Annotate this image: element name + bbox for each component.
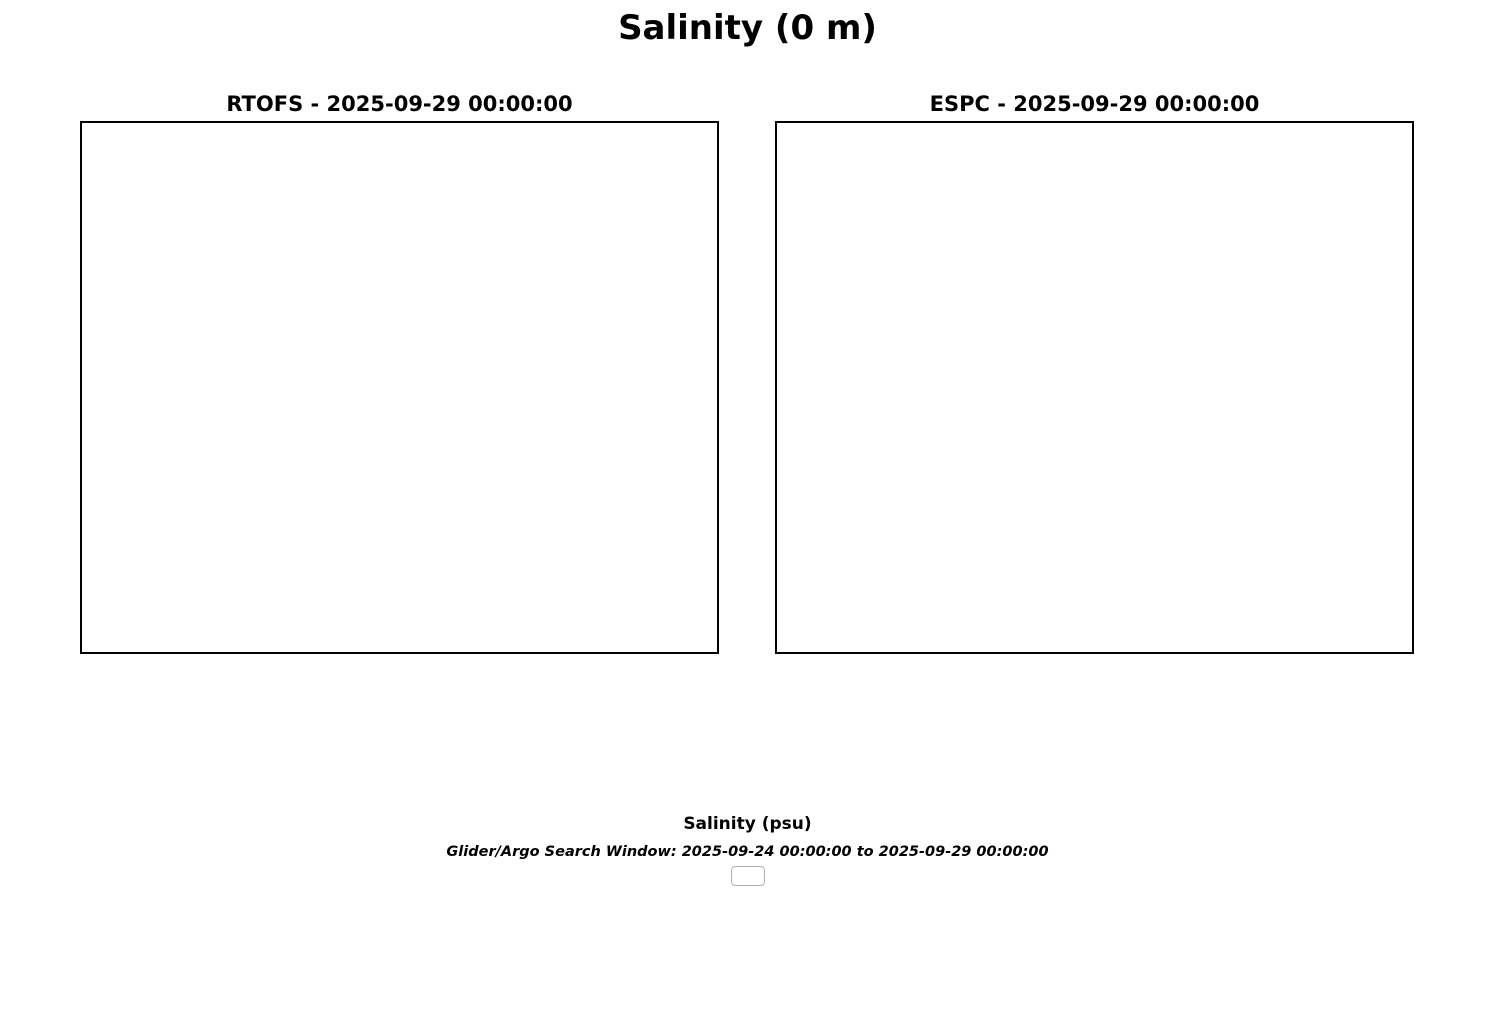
figure-title: Salinity (0 m) xyxy=(618,8,877,48)
colorbar-label: Salinity (psu) xyxy=(683,814,812,834)
panel-title-rtofs: RTOFS - 2025-09-29 00:00:00 xyxy=(226,92,573,116)
search-window-subtitle: Glider/Argo Search Window: 2025-09-24 00… xyxy=(446,844,1049,860)
map-panel-espc xyxy=(775,121,1414,654)
legend xyxy=(730,866,765,886)
panel-title-espc: ESPC - 2025-09-29 00:00:00 xyxy=(929,92,1260,116)
map-panel-rtofs xyxy=(80,121,719,654)
colorbar xyxy=(110,762,1385,788)
